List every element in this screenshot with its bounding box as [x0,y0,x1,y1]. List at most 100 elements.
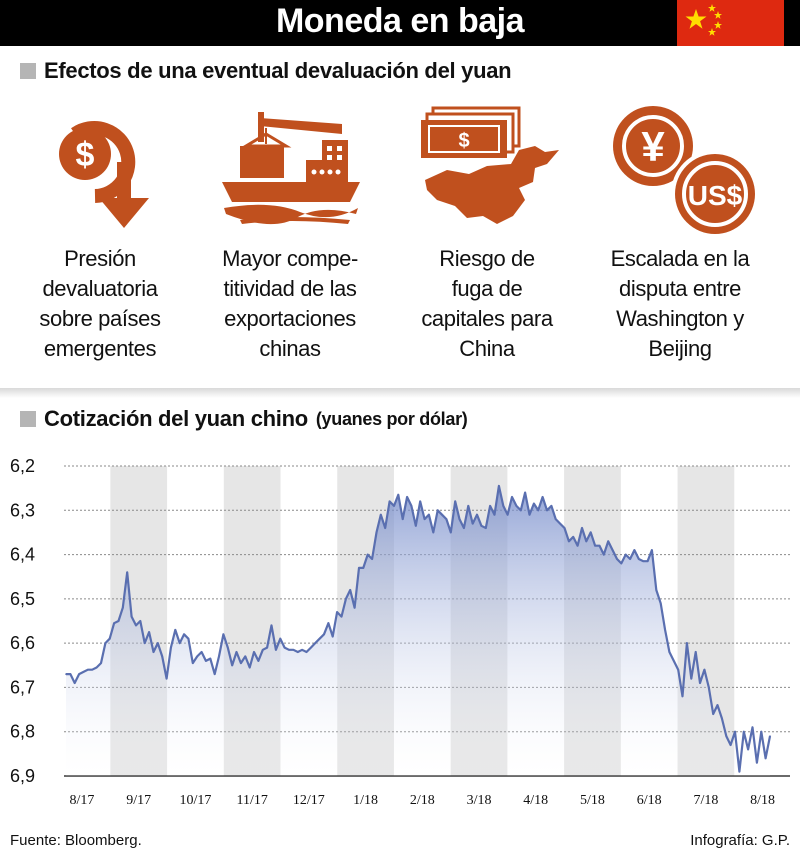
effect-item-devaluation-pressure: $ Presión devaluatoria sobre países emer… [10,104,190,361]
data-point [345,598,347,600]
data-point [157,642,159,644]
data-point [178,642,181,644]
y-tick-label: 6,6 [10,633,35,653]
data-point [528,513,531,516]
data-point [576,544,579,547]
data-point [270,624,273,627]
data-point [100,662,102,664]
data-point [82,671,85,673]
data-point [318,637,321,640]
data-point [353,606,356,609]
data-point [493,513,496,516]
data-point [235,651,238,653]
data-point [502,505,505,507]
flag-small-star [714,21,722,29]
effect-label: Riesgo de fuga de capitales para China [421,246,553,361]
data-point [699,682,701,684]
data-point [323,633,325,636]
data-point [393,505,395,507]
data-point [130,615,133,618]
data-point [161,655,163,658]
y-tick-label: 6,5 [10,589,35,609]
x-tick-label: 6/18 [637,793,662,808]
x-tick-label: 10/17 [179,793,211,808]
x-tick-label: 2/18 [410,793,435,808]
data-point [463,527,465,529]
data-point [187,637,190,640]
series-line [66,484,772,773]
x-tick-label: 5/18 [580,793,605,808]
data-point [725,735,728,737]
credit-note: Infografía: G.P. [690,832,790,849]
data-point [297,651,299,653]
data-point [331,635,334,638]
data-point [301,649,303,651]
data-point [568,540,570,543]
cargo-ship-icon [222,112,360,225]
data-point [292,649,295,651]
data-point [143,642,146,644]
data-point [533,502,535,505]
data-point [524,491,526,494]
data-point [366,553,369,556]
effect-label: Escalada en la disputa entre Washington … [610,246,750,361]
data-point [279,637,282,640]
data-point [170,646,172,649]
data-point [747,748,749,751]
data-point [703,668,706,671]
y-tick-label: 6,8 [10,722,35,742]
page-title: Moneda en baja [275,2,525,40]
effects-panel [0,46,800,388]
data-point [646,560,649,562]
data-point [681,695,684,698]
effect-label: Presión devaluatoria sobre países emerge… [39,246,161,361]
data-point [358,567,360,569]
data-point [546,509,548,512]
data-point [262,649,264,651]
data-point [113,622,115,624]
data-point [559,522,561,525]
data-point [471,522,474,525]
data-point [183,633,185,636]
data-point [152,651,155,653]
svg-text:¥: ¥ [641,123,665,170]
data-point [384,527,387,529]
data-point [729,744,732,746]
data-point [506,513,509,516]
data-point [751,726,754,729]
data-point [769,735,771,737]
y-tick-label: 6,2 [10,456,35,476]
data-point [218,655,220,658]
data-point [139,620,142,622]
data-point [467,505,470,507]
x-tick-label: 3/18 [467,793,492,808]
chart-unit-text: (yuanes por dólar) [315,408,468,429]
y-tick-label: 6,7 [10,677,35,697]
data-point [480,525,483,527]
data-point [694,651,697,653]
data-point [642,560,644,562]
data-point [432,531,435,534]
data-point [511,496,513,498]
data-point [441,513,443,516]
data-point [520,509,522,512]
svg-text:$: $ [76,136,95,174]
data-point [388,500,391,503]
data-point [104,642,107,644]
flag-small-star [714,11,722,19]
data-point [476,513,478,516]
data-point [423,518,426,520]
x-tick-label: 7/18 [693,793,718,808]
data-point [485,527,487,529]
x-tick-label: 1/18 [353,793,378,808]
money-over-china-map-icon: $ [421,106,559,224]
x-tick-label: 8/17 [70,793,95,808]
data-point [629,558,631,560]
data-point [585,540,588,543]
data-point [712,713,714,715]
data-point [454,500,457,503]
data-point [78,673,80,675]
data-point [248,666,251,669]
data-point [257,660,260,662]
data-point [721,717,723,720]
